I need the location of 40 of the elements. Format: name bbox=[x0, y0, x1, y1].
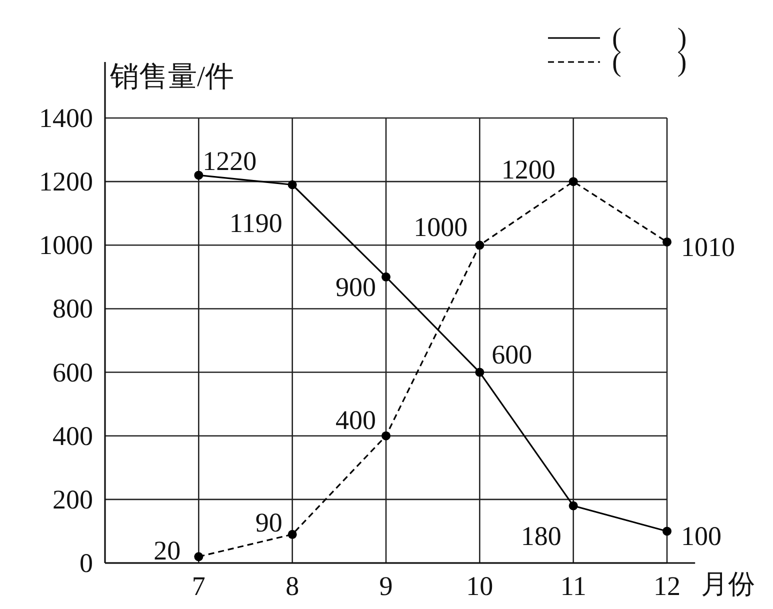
data-label: 100 bbox=[681, 521, 722, 552]
data-label: 1200 bbox=[501, 154, 556, 185]
point bbox=[288, 530, 297, 539]
y-tick-label: 1400 bbox=[39, 103, 93, 133]
y-tick-label: 200 bbox=[52, 484, 93, 514]
x-axis-title: 月份 bbox=[701, 569, 756, 599]
data-label: 180 bbox=[520, 520, 562, 551]
data-label: 900 bbox=[336, 272, 376, 302]
y-tick-label: 400 bbox=[52, 420, 93, 451]
y-tick-label: 800 bbox=[52, 294, 93, 324]
x-tick-label: 9 bbox=[379, 571, 393, 601]
point bbox=[568, 501, 578, 510]
data-label: 600 bbox=[492, 339, 532, 370]
data-label: 400 bbox=[336, 404, 376, 435]
x-tick-label: 11 bbox=[560, 571, 586, 601]
y-tick-label: 600 bbox=[52, 357, 93, 388]
y-tick-label: 0 bbox=[80, 548, 93, 578]
data-label: 1010 bbox=[681, 232, 735, 262]
x-tick-label: 8 bbox=[286, 571, 300, 601]
point bbox=[382, 431, 390, 440]
point bbox=[382, 272, 390, 282]
x-tick-label: 7 bbox=[192, 571, 206, 601]
data-label: 20 bbox=[154, 536, 181, 566]
x-tick-label: 12 bbox=[654, 571, 680, 601]
y-tick-label: 1000 bbox=[39, 230, 93, 260]
y-tick-label: 1200 bbox=[39, 166, 93, 197]
point bbox=[662, 526, 672, 536]
point bbox=[194, 552, 204, 562]
y-axis-title: 销售量/件 bbox=[109, 61, 234, 93]
point bbox=[475, 240, 484, 250]
point bbox=[568, 177, 578, 186]
x-tick-label: 10 bbox=[466, 571, 494, 601]
data-label: 1000 bbox=[414, 212, 468, 242]
point bbox=[288, 180, 297, 190]
point bbox=[475, 368, 484, 377]
point bbox=[662, 237, 672, 246]
data-label: 1220 bbox=[202, 146, 257, 176]
point bbox=[194, 170, 204, 180]
data-label: 90 bbox=[255, 507, 282, 538]
data-label: 1190 bbox=[229, 208, 282, 238]
